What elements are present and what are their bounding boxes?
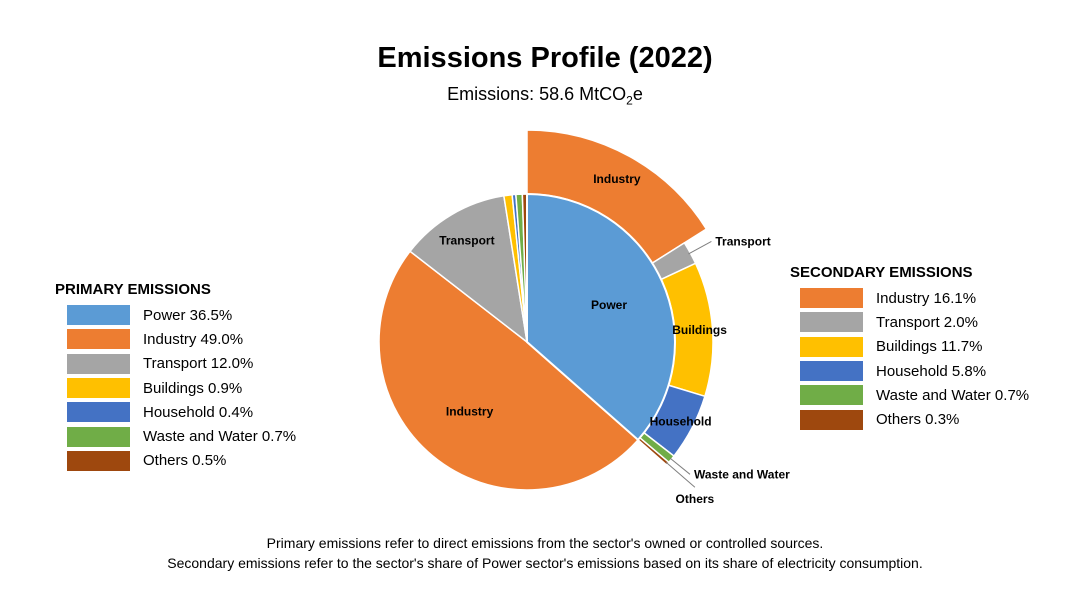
- chart-title: Emissions Profile (2022): [377, 42, 713, 74]
- primary-legend-item-others-: Others 0.5%: [67, 449, 296, 473]
- legend-swatch: [800, 361, 863, 382]
- secondary-legend-item-household-: Household 5.8%: [800, 359, 1029, 383]
- legend-swatch: [67, 305, 130, 326]
- footnote-secondary: Secondary emissions refer to the sector'…: [167, 555, 923, 571]
- secondary-legend-item-industry-: Industry 16.1%: [800, 286, 1029, 310]
- legend-swatch: [67, 450, 130, 471]
- legend-label: Industry 16.1%: [876, 289, 977, 307]
- legend-label: Waste and Water 0.7%: [143, 428, 297, 446]
- secondary-legend-item-transport-: Transport 2.0%: [800, 310, 1029, 334]
- legend-label: Transport 12.0%: [143, 355, 254, 373]
- subtitle-text: Emissions: 58.6 MtCO: [447, 84, 627, 104]
- legend-swatch: [800, 336, 863, 357]
- legend-swatch: [800, 312, 863, 333]
- data-label-secondary-others: Others: [676, 492, 715, 506]
- legend-label: Household 0.4%: [143, 403, 254, 421]
- primary-legend-item-industry-: Industry 49.0%: [67, 327, 296, 351]
- legend-label: Household 5.8%: [876, 362, 987, 380]
- legend-swatch: [67, 402, 130, 423]
- secondary-legend-item-waste-and-water-: Waste and Water 0.7%: [800, 383, 1029, 407]
- legend-label: Buildings 0.9%: [143, 379, 243, 397]
- legend-swatch: [800, 409, 863, 430]
- leader-line-waste-and-water: [669, 457, 691, 475]
- data-label-secondary-industry: Industry: [593, 172, 641, 186]
- legend-label: Power 36.5%: [143, 306, 233, 324]
- chart-subtitle: Emissions: 58.6 MtCO2e: [0, 84, 1090, 108]
- data-label-secondary-household: Household: [650, 415, 712, 429]
- data-label-secondary-transport: Transport: [715, 234, 770, 248]
- primary-legend-item-transport-: Transport 12.0%: [67, 352, 296, 376]
- data-label-primary-power: Power: [591, 298, 627, 312]
- legend-label: Industry 49.0%: [143, 330, 244, 348]
- secondary-legend-item-others-: Others 0.3%: [800, 407, 1029, 431]
- legend-swatch: [67, 426, 130, 447]
- primary-legend-item-household-: Household 0.4%: [67, 400, 296, 424]
- pie-slice-primary-transport: [409, 194, 529, 344]
- data-label-secondary-buildings: Buildings: [672, 323, 727, 337]
- secondary-legend-item-buildings-: Buildings 11.7%: [800, 335, 1029, 359]
- pie-slice-primary-industry: [378, 250, 640, 491]
- legend-swatch: [800, 288, 863, 309]
- data-label-secondary-waste-and-water: Waste and Water: [694, 467, 790, 481]
- primary-legend-item-power-: Power 36.5%: [67, 303, 296, 327]
- subtitle-subscript: 2: [626, 93, 633, 108]
- legend-label: Transport 2.0%: [876, 313, 978, 331]
- secondary-legend-title: SECONDARY EMISSIONS: [790, 264, 973, 281]
- legend-label: Waste and Water 0.7%: [876, 386, 1030, 404]
- legend-swatch: [67, 329, 130, 350]
- legend-swatch: [67, 353, 130, 374]
- legend-swatch: [800, 385, 863, 406]
- leader-line-others: [665, 462, 696, 488]
- legend-swatch: [67, 378, 130, 399]
- footnote-primary: Primary emissions refer to direct emissi…: [266, 535, 824, 551]
- subtitle-suffix: e: [632, 84, 643, 104]
- data-label-primary-industry: Industry: [446, 404, 494, 418]
- legend-label: Buildings 11.7%: [876, 338, 983, 356]
- secondary-legend: Industry 16.1% Transport 2.0% Buildings 11…: [800, 286, 1029, 432]
- primary-legend-item-buildings-: Buildings 0.9%: [67, 376, 296, 400]
- data-label-primary-transport: Transport: [439, 233, 494, 247]
- primary-legend-title: PRIMARY EMISSIONS: [55, 281, 211, 298]
- primary-legend: Power 36.5% Industry 49.0% Transport 12.0%…: [67, 303, 296, 473]
- legend-label: Others 0.5%: [143, 452, 227, 470]
- leader-line-transport: [688, 240, 712, 255]
- legend-label: Others 0.3%: [876, 411, 960, 429]
- pie-slice-primary-power-outline: [526, 192, 676, 442]
- primary-legend-item-waste-and-water-: Waste and Water 0.7%: [67, 424, 296, 448]
